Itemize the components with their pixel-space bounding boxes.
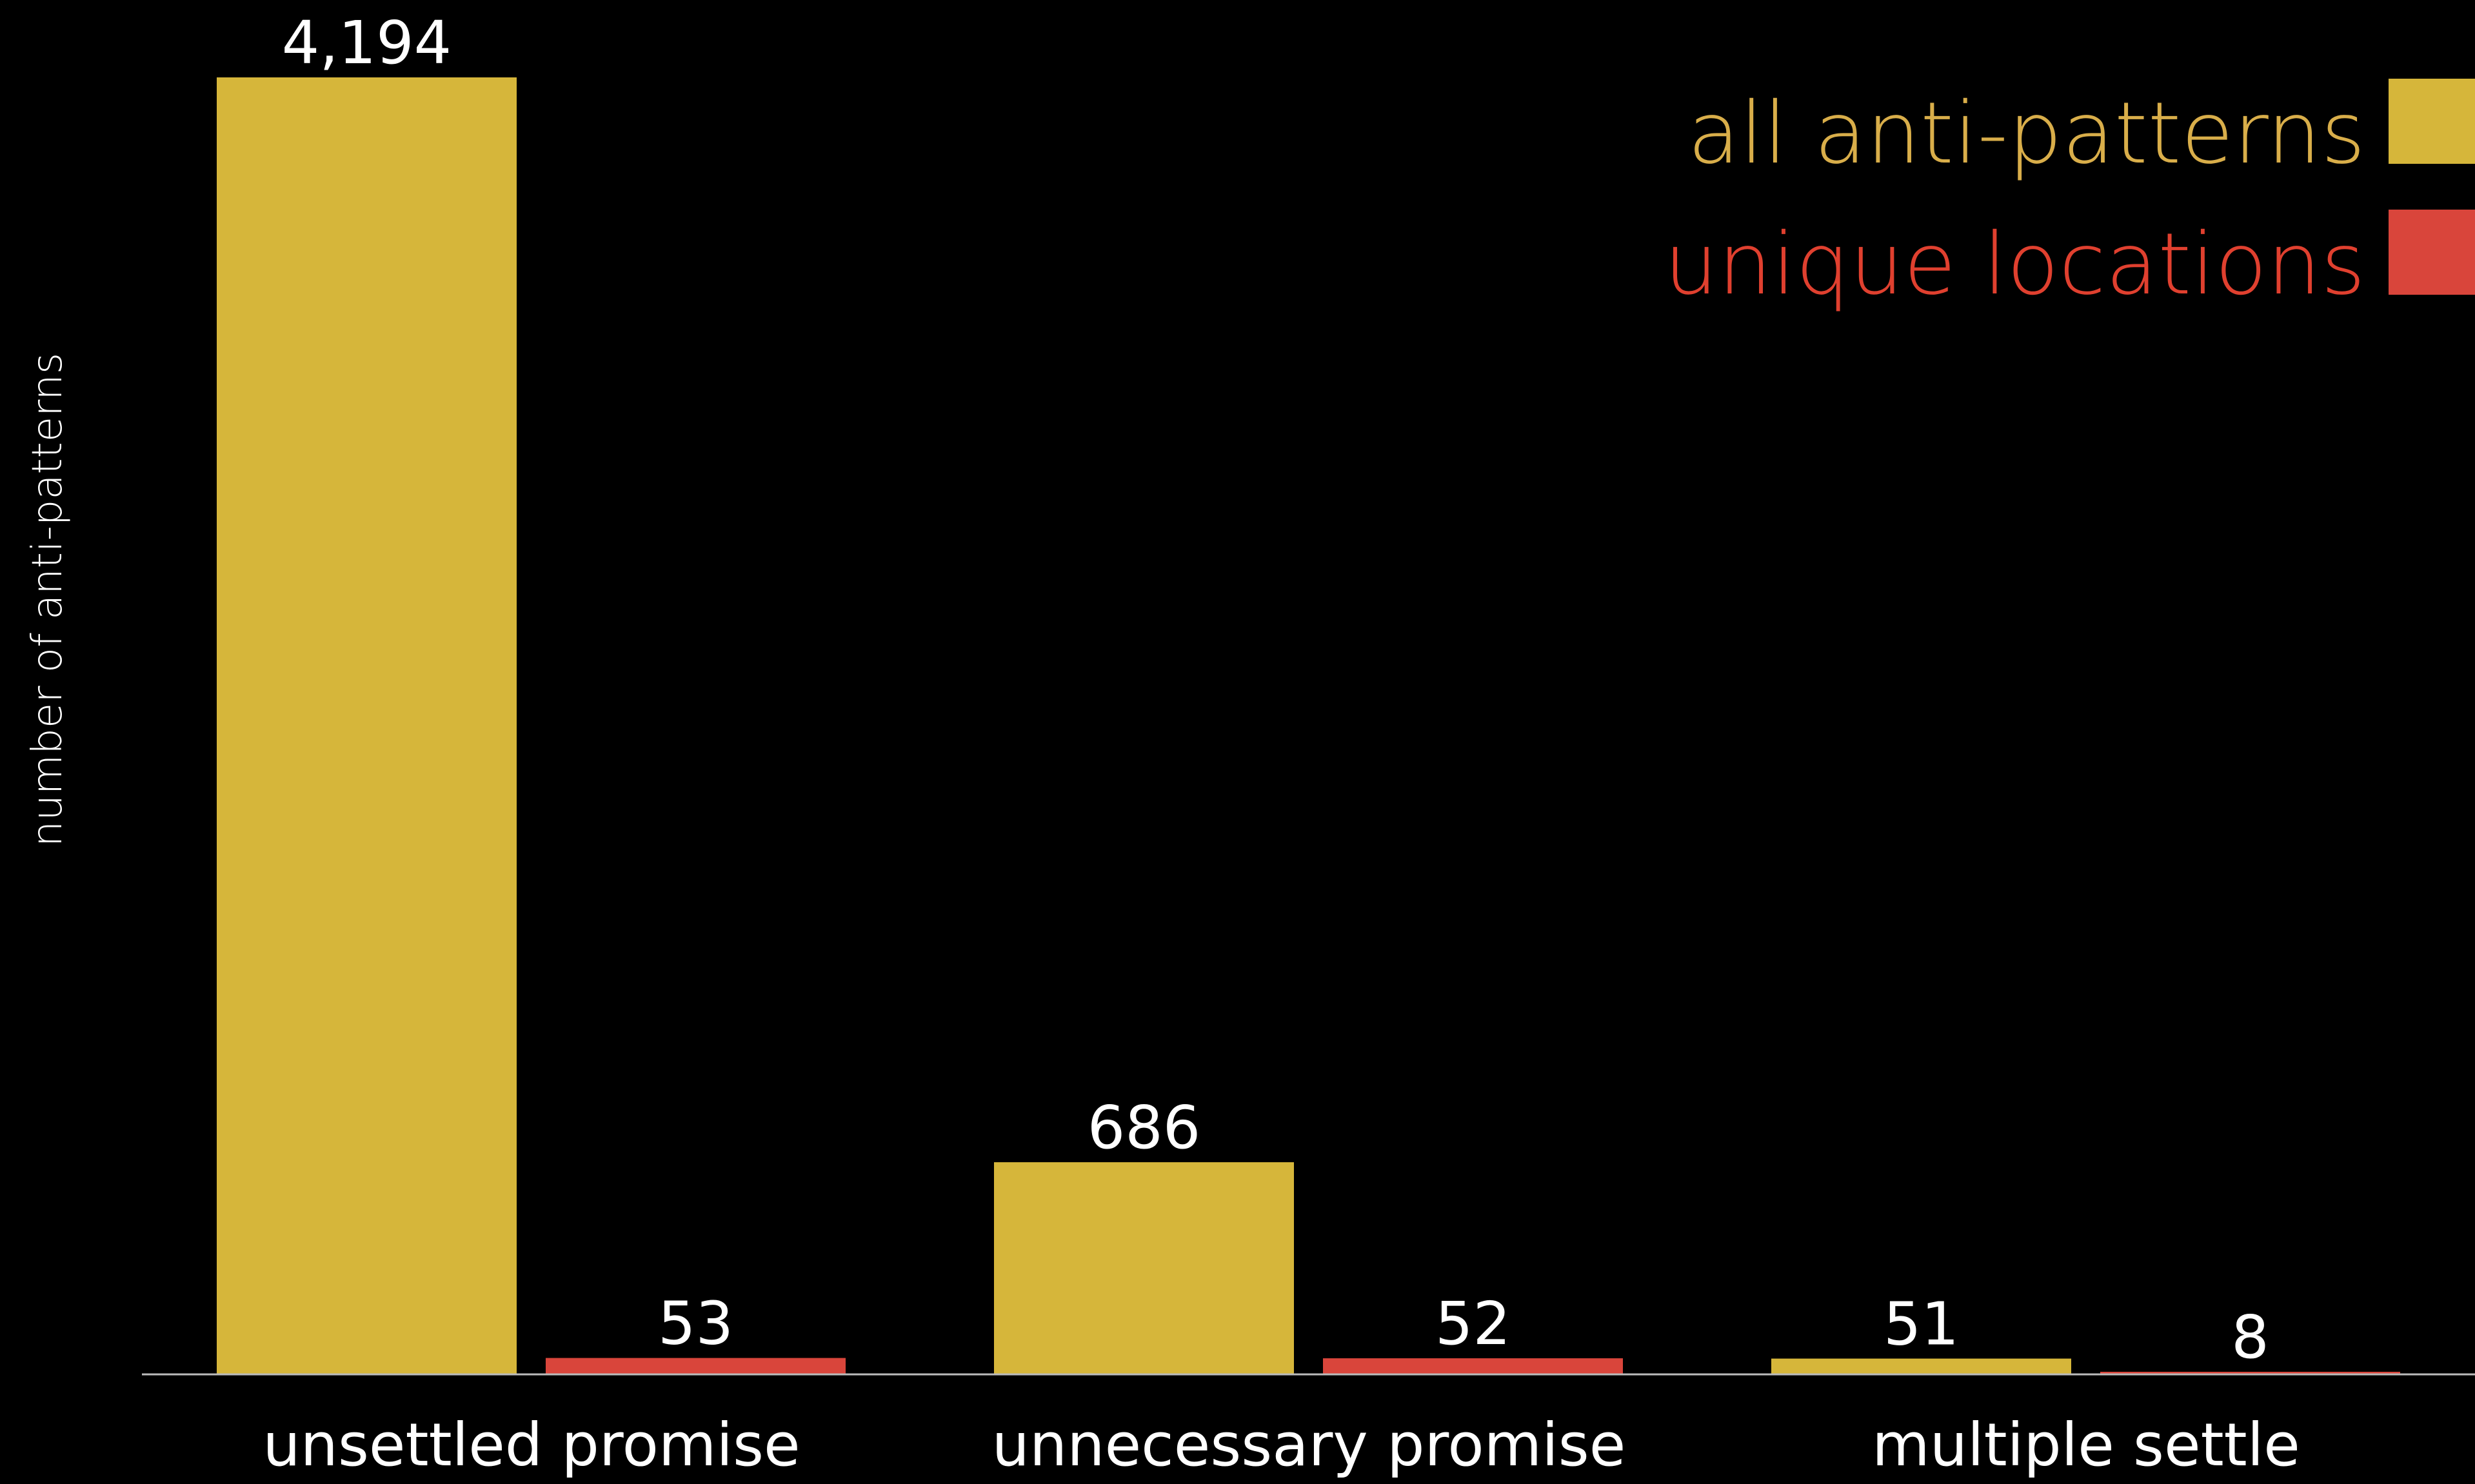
y-axis-label: number of anti-patterns — [24, 353, 72, 847]
bars-group — [217, 77, 2400, 1374]
bar-all-anti-patterns-unsettled-promise — [217, 77, 517, 1374]
category-labels-group: unsettled promise unnecessary promise mult… — [263, 1410, 2300, 1479]
bar-unique-locations-unsettled-promise — [546, 1358, 846, 1374]
category-label-multiple-settle: multiple settle — [1872, 1410, 2300, 1479]
value-label-unique-locations-unnecessary-promise: 52 — [1435, 1289, 1511, 1358]
category-label-unsettled-promise: unsettled promise — [263, 1410, 800, 1479]
legend-swatch-unique-locations — [2389, 210, 2475, 295]
legend-swatch-all-anti-patterns — [2389, 79, 2475, 164]
legend-label-all-anti-patterns: all anti-patterns — [1687, 84, 2365, 183]
value-label-all-anti-patterns-unnecessary-promise: 686 — [1088, 1093, 1201, 1162]
value-label-unique-locations-unsettled-promise: 53 — [658, 1289, 733, 1358]
value-label-unique-locations-multiple-settle: 8 — [2231, 1303, 2269, 1372]
category-label-unnecessary-promise: unnecessary promise — [992, 1410, 1626, 1479]
value-label-all-anti-patterns-multiple-settle: 51 — [1884, 1290, 1959, 1359]
bar-all-anti-patterns-multiple-settle — [1771, 1358, 2071, 1374]
bar-all-anti-patterns-unnecessary-promise — [994, 1162, 1294, 1374]
bar-unique-locations-unnecessary-promise — [1323, 1358, 1623, 1374]
bar-unique-locations-multiple-settle — [2100, 1372, 2400, 1374]
legend: all anti-patterns unique locations — [1664, 79, 2475, 314]
legend-label-unique-locations: unique locations — [1664, 215, 2365, 314]
y-axis-label-group: number of anti-patterns — [24, 353, 72, 847]
value-label-all-anti-patterns-unsettled-promise: 4,194 — [282, 8, 452, 77]
value-labels-group: 4,194 686 51 53 52 8 — [282, 8, 2269, 1372]
